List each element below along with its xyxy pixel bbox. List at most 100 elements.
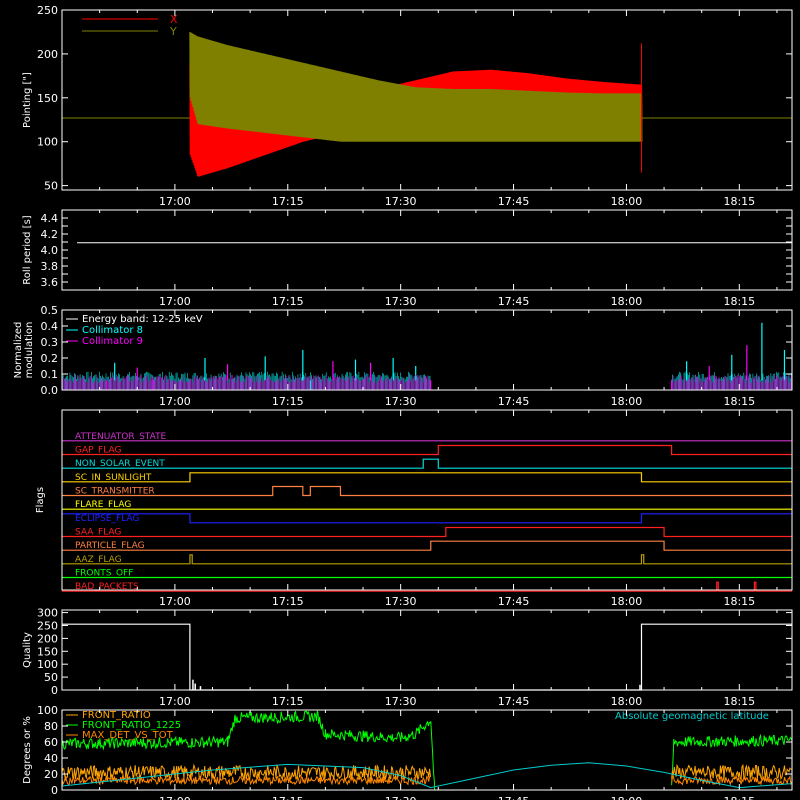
ratios-frame <box>61 709 793 791</box>
flag-label-eclipse_flag: ECLIPSE_FLAG <box>75 514 139 524</box>
flag-label-particle_flag: PARTICLE_FLAG <box>75 541 145 551</box>
ratio-series-max-det-vs-tot <box>671 774 793 786</box>
pointing-ylabel: Pointing ["] <box>22 72 33 128</box>
pointing-ytick-label: 50 <box>44 180 58 193</box>
quality-ytick-label: 50 <box>44 671 58 684</box>
modulation-ytick-label: 0.0 <box>41 384 59 397</box>
flags-xtick-label: 17:15 <box>272 595 304 608</box>
quality-xtick-label: 17:15 <box>272 695 304 708</box>
modulation-legend-label: Collimator 8 <box>82 325 143 336</box>
flag-label-flare_flag: FLARE_FLAG <box>75 500 131 510</box>
flag-label-attenuator_state: ATTENUATOR_STATE <box>75 432 167 442</box>
pointing-ytick-label: 250 <box>37 4 58 17</box>
modulation-ytick-label: 0.4 <box>41 320 59 333</box>
pointing-xtick-label: 18:15 <box>723 195 755 208</box>
flag-trace-sc_in_sunlight <box>62 472 792 483</box>
quality-ytick-label: 150 <box>37 645 58 658</box>
roll_period-xtick-label: 18:15 <box>723 295 755 308</box>
modulation-ylabel: modulation <box>24 322 35 379</box>
ratio-series-max-det-vs-tot <box>61 774 431 786</box>
flag-trace-saa_flag <box>62 526 792 538</box>
roll_period-xtick-label: 17:00 <box>159 295 191 308</box>
roll_period-xtick-label: 17:30 <box>385 295 417 308</box>
flags-xtick-label: 18:15 <box>723 595 755 608</box>
pointing-panel: XY 17:00 17:15 17:30 17:45 18:00 18:15 50 100 150… <box>22 4 793 208</box>
quality-ytick-label: 250 <box>37 619 58 632</box>
pointing-xtick-label: 17:30 <box>385 195 417 208</box>
quality-xtick-label: 18:00 <box>611 695 643 708</box>
ratios-ytick-label: 60 <box>44 736 58 749</box>
ratios-ytick-label: 20 <box>44 768 58 781</box>
quality-ytick-label: 300 <box>37 607 58 620</box>
quality-panel: 17:00 17:15 17:30 17:45 18:00 18:150501001502… <box>22 607 793 708</box>
legend-label-y: Y <box>169 25 177 38</box>
roll_period-ytick-label: 4.0 <box>41 244 59 257</box>
ratio-legend-geomag: Absolute geomagnetic latitude <box>615 711 769 722</box>
ratios-xtick-label: 17:15 <box>272 795 304 800</box>
flags-frame <box>61 409 793 591</box>
pointing-xtick-label: 17:45 <box>498 195 530 208</box>
flags-xtick-label: 17:00 <box>159 595 191 608</box>
flags-xtick-label: 18:00 <box>611 595 643 608</box>
pointing-frame <box>61 9 793 191</box>
flag-trace-gap_flag <box>62 444 792 456</box>
ratio-series-front-ratio-1225 <box>671 733 793 786</box>
ratios-xtick-label: 17:00 <box>159 795 191 800</box>
quality-ytick-label: 0 <box>51 684 58 697</box>
flag-trace-non_solar_event <box>62 458 792 469</box>
flag-label-saa_flag: SAA_FLAG <box>75 528 121 538</box>
flag-trace-sc_transmitter <box>62 485 792 497</box>
ratio-series-front-ratio-1225 <box>61 709 435 791</box>
ratios-ytick-label: 0 <box>51 784 58 797</box>
flag-label-gap_flag: GAP_FLAG <box>75 446 121 456</box>
flag-label-sc_transmitter: SC_TRANSMITTER <box>75 487 155 497</box>
ratio-legend-label: FRONT_RATIO_1225 <box>82 720 181 731</box>
roll_period-xtick-label: 17:15 <box>272 295 304 308</box>
quality-xtick-label: 17:30 <box>385 695 417 708</box>
modulation-frame <box>61 309 793 391</box>
roll_period-ytick-label: 4.4 <box>41 212 59 225</box>
pointing-series-y <box>189 31 643 142</box>
quality-xtick-label: 18:15 <box>723 695 755 708</box>
roll_period-ytick-label: 3.6 <box>41 276 59 289</box>
ratios-xtick-label: 17:45 <box>498 795 530 800</box>
modulation-ylabel: Normalized <box>13 322 24 379</box>
quality-frame <box>61 609 793 691</box>
ratios-ytick-label: 80 <box>44 720 58 733</box>
flag-trace-bad_packets <box>62 581 792 592</box>
roll_period-xtick-label: 18:00 <box>611 295 643 308</box>
modulation-xtick-label: 17:30 <box>385 395 417 408</box>
legend-label-x: X <box>170 13 178 26</box>
ratios-xtick-label: 18:00 <box>611 795 643 800</box>
ratio-legend-label: FRONT_RATIO <box>82 710 151 721</box>
modulation-xtick-label: 18:00 <box>611 395 643 408</box>
modulation-ytick-label: 0.5 <box>41 304 59 317</box>
flag-label-non_solar_event: NON_SOLAR_EVENT <box>75 459 165 469</box>
ratio-series-front-ratio <box>671 763 792 781</box>
modulation-legend-label: Collimator 9 <box>82 336 143 347</box>
ratios-xtick-label: 17:30 <box>385 795 417 800</box>
ratios-panel: FRONT_RATIOFRONT_RATIO_1225MAX_DET_VS_TO… <box>22 704 793 800</box>
ratios-xtick-label: 18:15 <box>723 795 755 800</box>
pointing-xtick-label: 17:15 <box>272 195 304 208</box>
ratios-ytick-label: 40 <box>44 752 58 765</box>
pointing-xtick-label: 17:00 <box>159 195 191 208</box>
ratios-ytick-label: 100 <box>37 704 58 717</box>
flag-label-sc_in_sunlight: SC_IN_SUNLIGHT <box>75 473 152 483</box>
quality-ytick-label: 200 <box>37 632 58 645</box>
flag-trace-particle_flag <box>62 540 792 551</box>
ratio-series-geomag-latitude <box>61 762 793 789</box>
pointing-ytick-label: 150 <box>37 92 58 105</box>
quality-xtick-label: 17:00 <box>159 695 191 708</box>
flags-xtick-label: 17:45 <box>498 595 530 608</box>
roll_period-panel: 17:00 17:15 17:30 17:45 18:00 18:15 3.6 3.8 4.0 4… <box>22 209 793 308</box>
roll_period-ylabel: Roll period [s] <box>22 215 33 284</box>
modulation-ytick-label: 0.3 <box>41 336 59 349</box>
modulation-xtick-label: 18:15 <box>723 395 755 408</box>
flag-label-aaz_flag: AAZ_FLAG <box>75 555 122 565</box>
flags-ylabel: Flags <box>35 487 46 513</box>
quality-xtick-label: 17:45 <box>498 695 530 708</box>
quality-ytick-label: 100 <box>37 658 58 671</box>
